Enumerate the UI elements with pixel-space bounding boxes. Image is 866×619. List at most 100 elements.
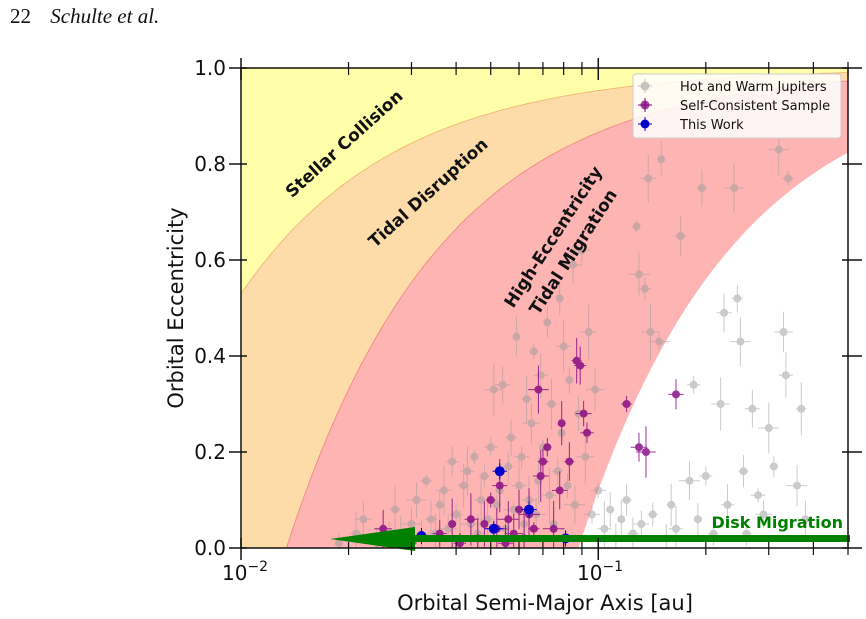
data-marker xyxy=(634,443,643,452)
data-marker xyxy=(764,424,773,432)
data-point xyxy=(545,378,558,430)
data-point xyxy=(449,503,463,526)
data-marker xyxy=(591,385,600,394)
data-marker xyxy=(671,524,680,533)
y-axis-title: Orbital Eccentricity xyxy=(164,207,188,408)
data-marker xyxy=(581,452,590,461)
data-point xyxy=(478,464,491,488)
running-authors: Schulte et al. xyxy=(50,4,160,28)
data-marker xyxy=(480,520,489,528)
data-point xyxy=(786,464,808,507)
data-marker xyxy=(793,481,802,490)
data-point xyxy=(563,245,583,285)
data-point xyxy=(800,500,810,538)
data-point xyxy=(641,304,660,360)
data-marker xyxy=(801,515,810,524)
data-point xyxy=(636,426,656,478)
data-marker xyxy=(685,476,694,485)
y-tick-label: 0.4 xyxy=(194,344,226,368)
data-marker xyxy=(527,419,536,428)
data-marker xyxy=(463,467,472,476)
data-point xyxy=(474,473,488,527)
data-marker xyxy=(723,500,732,509)
data-marker xyxy=(587,510,596,519)
data-marker xyxy=(379,524,388,533)
data-marker xyxy=(543,318,552,327)
points-layer xyxy=(334,123,810,548)
disk-migration-arrowhead xyxy=(330,527,415,551)
data-point xyxy=(565,366,574,394)
data-point xyxy=(633,510,650,538)
data-marker xyxy=(781,371,790,380)
plot-frame xyxy=(240,67,849,549)
disk-migration-shaft xyxy=(380,535,850,542)
x-tick-base: 10 xyxy=(222,561,247,585)
data-point xyxy=(563,473,572,499)
x-tick-exp: −2 xyxy=(247,559,268,575)
data-marker xyxy=(697,184,706,192)
data-point xyxy=(576,430,595,484)
data-marker xyxy=(701,472,710,480)
data-point xyxy=(470,449,479,464)
data-marker xyxy=(470,452,479,461)
data-marker xyxy=(517,452,526,461)
data-marker xyxy=(512,332,521,341)
data-point xyxy=(522,403,541,444)
data-marker xyxy=(534,385,543,394)
y-tick-label: 0.0 xyxy=(194,536,226,560)
data-point xyxy=(744,389,760,428)
data-point xyxy=(389,485,401,534)
legend-box xyxy=(632,73,842,139)
data-point xyxy=(630,432,648,462)
data-point xyxy=(687,375,701,394)
data-point xyxy=(543,437,552,457)
data-marker xyxy=(565,376,574,384)
data-point xyxy=(621,484,632,516)
data-marker xyxy=(435,500,444,509)
data-point xyxy=(716,293,732,333)
data-marker xyxy=(522,395,531,404)
data-point xyxy=(755,500,772,529)
data-marker xyxy=(759,510,768,519)
data-marker xyxy=(576,361,585,370)
data-marker xyxy=(536,472,545,480)
data-point xyxy=(731,284,743,313)
data-point xyxy=(738,455,749,488)
y-tick-label: 0.8 xyxy=(194,152,226,176)
x-tick-exp: −1 xyxy=(602,559,623,575)
data-marker xyxy=(644,174,653,183)
data-point xyxy=(647,502,658,527)
data-marker xyxy=(515,481,524,490)
data-point xyxy=(648,333,670,350)
data-marker xyxy=(547,400,556,408)
data-point xyxy=(494,366,511,404)
data-marker xyxy=(641,448,650,456)
data-marker xyxy=(559,342,568,351)
legend-label-hot-warm: Hot and Warm Jupiters xyxy=(680,80,827,95)
data-point xyxy=(621,396,632,412)
data-point xyxy=(512,316,521,357)
data-point xyxy=(617,500,626,539)
data-point xyxy=(769,456,779,477)
data-marker xyxy=(448,520,457,528)
data-point xyxy=(782,170,794,186)
data-marker xyxy=(504,462,513,471)
page-number: 22 xyxy=(10,4,31,28)
data-marker xyxy=(452,510,461,519)
disk-migration-arrow xyxy=(330,527,850,551)
data-marker xyxy=(536,371,545,380)
data-point xyxy=(758,402,780,454)
data-marker xyxy=(637,520,646,528)
legend: Hot and Warm Jupiters Self-Consistent Sa… xyxy=(632,73,842,139)
data-marker xyxy=(784,174,793,183)
data-marker xyxy=(622,400,631,408)
data-point xyxy=(505,419,517,457)
data-point xyxy=(574,346,587,385)
data-marker xyxy=(600,524,609,533)
data-marker xyxy=(779,328,788,336)
data-point xyxy=(521,501,537,518)
data-marker xyxy=(622,496,631,504)
data-point xyxy=(354,500,373,538)
data-marker xyxy=(529,347,538,356)
data-marker xyxy=(634,270,643,279)
